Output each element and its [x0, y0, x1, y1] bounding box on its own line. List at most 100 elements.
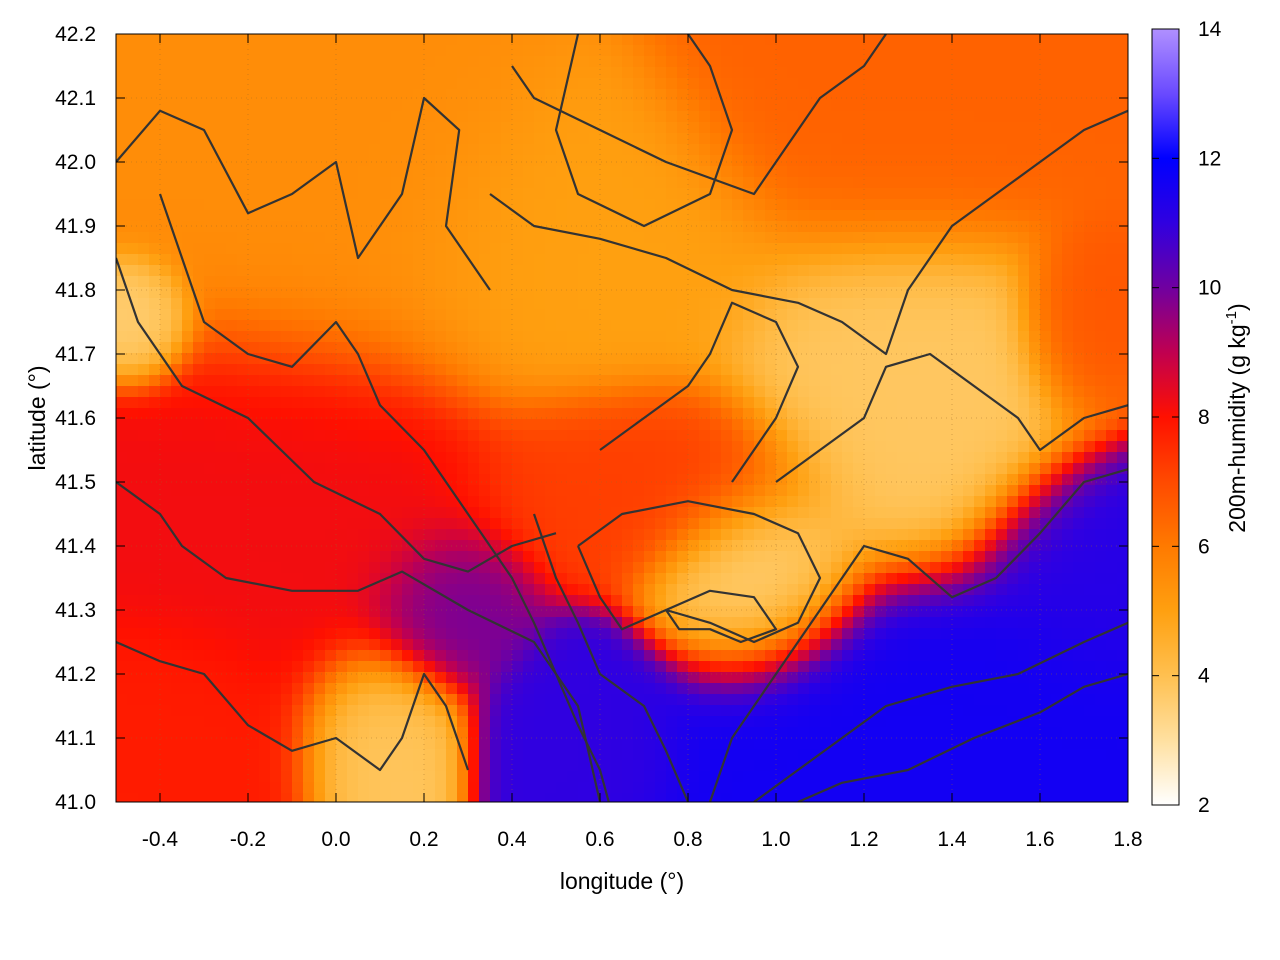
field-cell — [567, 133, 579, 145]
field-cell — [413, 232, 425, 244]
field-cell — [820, 45, 832, 57]
field-cell — [446, 122, 458, 134]
field-cell — [666, 485, 678, 497]
field-cell — [842, 408, 854, 420]
field-cell — [600, 375, 612, 387]
field-cell — [633, 265, 645, 277]
field-cell — [853, 232, 865, 244]
field-cell — [380, 496, 392, 508]
field-cell — [358, 727, 370, 739]
field-cell — [578, 639, 590, 651]
field-cell — [699, 276, 711, 288]
field-cell — [567, 100, 579, 112]
field-cell — [490, 408, 502, 420]
field-cell — [523, 78, 535, 90]
field-cell — [347, 573, 359, 585]
field-cell — [732, 320, 744, 332]
field-cell — [754, 34, 766, 46]
field-cell — [732, 771, 744, 783]
field-cell — [567, 639, 579, 651]
field-cell — [468, 188, 480, 200]
field-cell — [193, 749, 205, 761]
field-cell — [413, 485, 425, 497]
field-cell — [446, 397, 458, 409]
field-cell — [413, 122, 425, 134]
field-cell — [259, 100, 271, 112]
field-cell — [226, 133, 238, 145]
field-cell — [490, 584, 502, 596]
field-cell — [325, 375, 337, 387]
field-cell — [633, 760, 645, 772]
field-cell — [875, 364, 887, 376]
field-cell — [776, 694, 788, 706]
field-cell — [226, 452, 238, 464]
field-cell — [688, 100, 700, 112]
field-cell — [688, 177, 700, 189]
field-cell — [501, 551, 513, 563]
field-cell — [501, 782, 513, 794]
field-cell — [138, 177, 150, 189]
field-cell — [875, 562, 887, 574]
field-cell — [743, 694, 755, 706]
field-cell — [710, 672, 722, 684]
field-cell — [512, 408, 524, 420]
field-cell — [743, 331, 755, 343]
field-cell — [479, 485, 491, 497]
field-cell — [479, 782, 491, 794]
field-cell — [248, 199, 260, 211]
field-cell — [369, 529, 381, 541]
field-cell — [281, 111, 293, 123]
field-cell — [292, 452, 304, 464]
field-cell — [479, 122, 491, 134]
field-cell — [270, 386, 282, 398]
field-cell — [402, 56, 414, 68]
field-cell — [424, 386, 436, 398]
field-cell — [611, 738, 623, 750]
field-cell — [512, 639, 524, 651]
field-cell — [402, 386, 414, 398]
field-cell — [886, 166, 898, 178]
field-cell — [160, 617, 172, 629]
field-cell — [138, 298, 150, 310]
field-cell — [413, 441, 425, 453]
field-cell — [776, 276, 788, 288]
field-cell — [732, 243, 744, 255]
field-cell — [578, 650, 590, 662]
field-cell — [831, 628, 843, 640]
field-cell — [809, 210, 821, 222]
field-cell — [281, 749, 293, 761]
field-cell — [886, 34, 898, 46]
field-cell — [853, 793, 865, 802]
field-cell — [886, 122, 898, 134]
field-cell — [479, 309, 491, 321]
field-cell — [413, 155, 425, 167]
field-cell — [336, 606, 348, 618]
field-cell — [292, 320, 304, 332]
field-cell — [512, 309, 524, 321]
field-cell — [875, 617, 887, 629]
field-cell — [853, 760, 865, 772]
field-cell — [545, 705, 557, 717]
field-cell — [754, 639, 766, 651]
field-cell — [193, 716, 205, 728]
field-cell — [204, 45, 216, 57]
field-cell — [886, 617, 898, 629]
field-cell — [391, 562, 403, 574]
field-cell — [688, 705, 700, 717]
field-cell — [259, 672, 271, 684]
field-cell — [424, 353, 436, 365]
field-cell — [875, 155, 887, 167]
field-cell — [567, 320, 579, 332]
field-cell — [677, 342, 689, 354]
field-cell — [688, 661, 700, 673]
field-cell — [435, 111, 447, 123]
field-cell — [281, 716, 293, 728]
field-cell — [600, 452, 612, 464]
field-cell — [875, 771, 887, 783]
field-cell — [600, 551, 612, 563]
field-cell — [237, 155, 249, 167]
field-cell — [138, 34, 150, 46]
field-cell — [809, 144, 821, 156]
field-cell — [479, 133, 491, 145]
field-cell — [149, 320, 161, 332]
